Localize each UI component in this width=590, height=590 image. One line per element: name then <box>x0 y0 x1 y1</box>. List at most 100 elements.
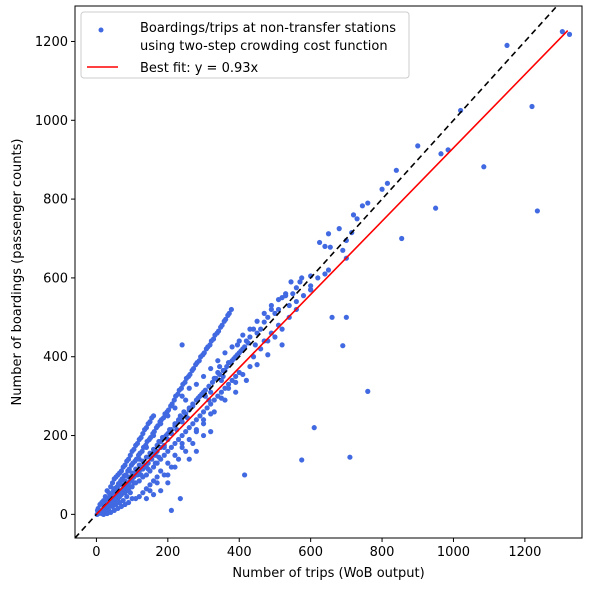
data-point <box>254 362 260 368</box>
data-point <box>156 454 162 460</box>
data-point <box>236 338 242 344</box>
data-point <box>190 365 197 372</box>
data-point <box>384 180 391 186</box>
data-point <box>300 293 307 299</box>
data-point <box>190 440 196 447</box>
data-point <box>245 340 251 346</box>
x-tick-label: 0 <box>92 545 100 560</box>
data-point <box>179 444 185 450</box>
data-point <box>279 326 285 332</box>
data-point <box>145 421 151 427</box>
data-point <box>261 319 267 325</box>
data-point <box>172 464 178 470</box>
data-point <box>145 466 151 472</box>
data-point <box>165 413 171 419</box>
data-point <box>147 488 153 494</box>
data-point <box>120 497 126 504</box>
data-point <box>247 334 253 340</box>
axis-ticks: 0 200 400 600 800 1000 1200 0 200 400 600 800 1000 12… <box>35 35 542 560</box>
data-point <box>290 291 296 297</box>
data-point <box>227 360 233 366</box>
data-point <box>129 470 135 476</box>
data-point <box>250 326 257 332</box>
y-tick-label: 0 <box>60 508 68 523</box>
data-point <box>158 468 164 474</box>
data-point <box>152 460 158 466</box>
data-point <box>99 510 105 517</box>
data-point <box>210 336 217 342</box>
data-point <box>186 436 192 443</box>
data-point <box>179 342 185 348</box>
data-point <box>127 452 133 458</box>
legend-marker-points <box>98 27 104 33</box>
data-point <box>201 350 207 356</box>
data-point <box>559 29 565 35</box>
data-point <box>151 429 157 435</box>
data-point <box>142 427 148 433</box>
data-point <box>316 239 323 246</box>
data-point <box>268 302 274 309</box>
data-point <box>222 350 228 356</box>
data-point <box>218 389 224 395</box>
data-point <box>129 495 135 502</box>
data-point <box>207 342 213 348</box>
data-point <box>229 344 235 350</box>
data-point <box>272 310 278 316</box>
data-point <box>329 314 335 320</box>
data-point <box>106 490 112 496</box>
data-point <box>233 379 239 385</box>
data-point <box>340 247 346 253</box>
data-point <box>149 415 155 421</box>
data-point <box>140 430 146 437</box>
data-point <box>218 377 224 383</box>
data-point <box>481 164 487 170</box>
x-axis-label: Number of trips (WoB output) <box>232 566 424 581</box>
data-point <box>228 306 234 313</box>
data-point <box>265 352 271 358</box>
x-tick-label: 200 <box>155 545 180 560</box>
data-point <box>195 395 201 401</box>
data-point <box>415 143 421 149</box>
data-point <box>293 285 299 291</box>
data-point <box>139 448 145 454</box>
data-point <box>113 474 119 480</box>
data-point <box>124 494 130 500</box>
data-point <box>143 454 150 460</box>
data-point <box>240 371 246 378</box>
data-point <box>272 334 278 340</box>
data-point <box>365 200 371 206</box>
data-point <box>288 279 294 285</box>
data-point <box>186 425 192 431</box>
data-point <box>158 421 164 427</box>
data-point <box>178 385 184 391</box>
data-point <box>197 413 203 419</box>
data-point <box>172 440 178 447</box>
data-point <box>182 379 188 385</box>
data-point <box>529 103 535 110</box>
data-point <box>340 343 346 349</box>
data-point <box>190 403 196 409</box>
data-point <box>134 440 141 447</box>
data-point <box>109 480 116 486</box>
data-point <box>138 434 144 441</box>
data-point <box>322 243 328 249</box>
data-point <box>131 480 137 486</box>
x-tick-label: 800 <box>370 545 395 560</box>
legend: Boardings/trips at non-transfer stations… <box>80 11 410 79</box>
data-point <box>143 495 150 502</box>
data-point <box>336 226 342 232</box>
data-point <box>308 283 314 289</box>
data-point <box>225 381 232 387</box>
legend-entry-fit: Best fit: y = 0.93x <box>140 61 259 76</box>
data-point <box>136 478 142 484</box>
best-fit-line <box>95 30 569 515</box>
data-point <box>254 318 260 324</box>
data-point <box>265 314 271 320</box>
data-point <box>279 342 285 348</box>
data-point <box>217 363 223 370</box>
data-point <box>224 363 230 370</box>
data-point <box>131 446 137 452</box>
data-point <box>242 472 248 478</box>
data-point <box>150 446 157 452</box>
data-point <box>223 316 229 322</box>
